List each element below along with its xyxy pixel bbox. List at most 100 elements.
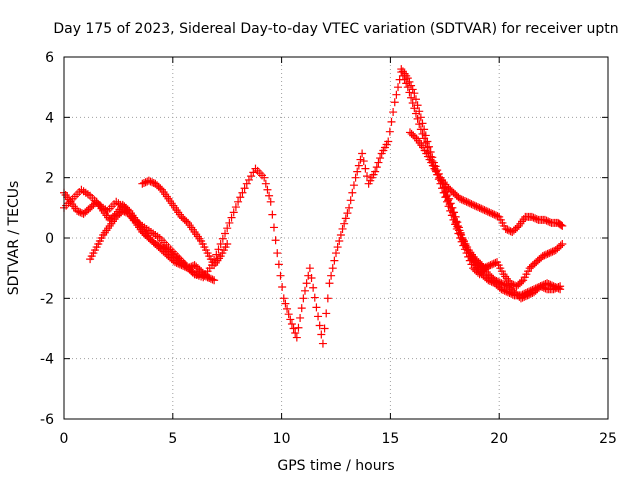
data-point xyxy=(312,303,321,312)
data-point xyxy=(296,313,305,322)
data-point xyxy=(394,83,403,92)
data-point xyxy=(363,172,372,181)
data-point xyxy=(300,286,309,295)
data-point xyxy=(307,273,316,282)
data-point xyxy=(454,226,463,235)
data-point xyxy=(353,167,362,176)
data-point xyxy=(340,219,349,228)
x-tick-label: 0 xyxy=(60,431,69,447)
data-point xyxy=(348,188,357,197)
data-point xyxy=(273,249,282,258)
data-point xyxy=(231,203,240,212)
data-point xyxy=(556,241,565,250)
data-point xyxy=(225,218,234,227)
data-point xyxy=(274,260,283,269)
data-point xyxy=(517,277,526,286)
data-point xyxy=(407,81,416,90)
data-point xyxy=(440,188,449,197)
y-tick-label: -2 xyxy=(40,291,54,307)
data-point xyxy=(332,249,340,258)
data-point xyxy=(214,245,223,254)
data-point xyxy=(279,294,288,303)
data-point xyxy=(390,98,399,107)
data-point xyxy=(333,243,342,252)
data-point xyxy=(387,117,396,126)
data-point xyxy=(341,214,350,223)
x-tick-label: 15 xyxy=(381,431,399,447)
y-axis-label: SDTVAR / TECUs xyxy=(6,181,22,296)
grid xyxy=(64,57,608,419)
series-track-h xyxy=(451,218,565,303)
x-tick-label: 5 xyxy=(168,431,177,447)
data-point xyxy=(323,294,332,303)
x-tick-label: 25 xyxy=(599,431,617,447)
data-point xyxy=(327,271,336,280)
data-point xyxy=(305,264,314,273)
data-point xyxy=(445,200,454,209)
data-point xyxy=(447,203,456,212)
data-point xyxy=(276,271,285,280)
data-point xyxy=(354,161,363,170)
data-point xyxy=(420,125,429,134)
x-tick-label: 20 xyxy=(490,431,508,447)
data-point xyxy=(558,221,567,230)
data-point xyxy=(335,237,344,246)
data-point xyxy=(244,175,253,184)
data-point xyxy=(281,299,290,308)
data-point xyxy=(322,309,331,318)
data-point xyxy=(292,333,301,342)
data-point xyxy=(453,222,462,231)
data-point xyxy=(236,193,245,202)
data-point xyxy=(315,321,324,330)
data-point xyxy=(416,113,425,122)
data-point xyxy=(320,324,329,333)
data-point xyxy=(203,273,212,282)
data-point xyxy=(456,230,465,239)
data-point xyxy=(389,108,398,117)
data-point xyxy=(558,240,567,249)
data-point xyxy=(444,196,453,205)
data-point xyxy=(385,127,394,136)
data-point xyxy=(249,168,258,177)
data-point xyxy=(345,203,354,212)
data-point xyxy=(218,234,227,243)
data-point xyxy=(415,107,424,116)
plot-frame xyxy=(63,56,609,420)
data-point xyxy=(408,85,417,94)
data-point xyxy=(283,304,292,313)
data-point xyxy=(359,157,368,166)
data-point xyxy=(287,319,296,328)
x-axis-label: GPS time / hours xyxy=(277,458,394,474)
data-points xyxy=(60,65,567,348)
data-point xyxy=(328,264,337,273)
data-point xyxy=(450,212,459,221)
data-point xyxy=(317,330,326,339)
data-point xyxy=(238,188,247,197)
data-point xyxy=(372,163,381,172)
data-point xyxy=(442,192,451,201)
data-point xyxy=(403,74,412,83)
data-point xyxy=(448,208,457,217)
data-point xyxy=(410,89,419,98)
chart-title: Day 175 of 2023, Sidereal Day-to-day VTE… xyxy=(53,21,618,37)
data-point xyxy=(234,197,243,206)
data-point xyxy=(201,272,210,281)
data-point xyxy=(286,315,295,324)
data-point xyxy=(423,137,432,146)
y-tick-label: 2 xyxy=(45,171,54,187)
data-point xyxy=(361,164,370,173)
data-point xyxy=(438,179,447,188)
y-tick-label: 0 xyxy=(45,231,54,247)
series-track-g xyxy=(440,188,567,291)
data-point xyxy=(336,230,345,239)
data-point xyxy=(351,173,360,182)
data-point xyxy=(325,279,334,288)
data-point xyxy=(376,154,385,163)
data-point xyxy=(268,210,277,219)
data-point xyxy=(451,218,460,227)
data-point xyxy=(343,209,352,218)
y-tick-label: 4 xyxy=(45,110,54,126)
series-track-c xyxy=(86,206,212,282)
data-point xyxy=(266,197,275,206)
